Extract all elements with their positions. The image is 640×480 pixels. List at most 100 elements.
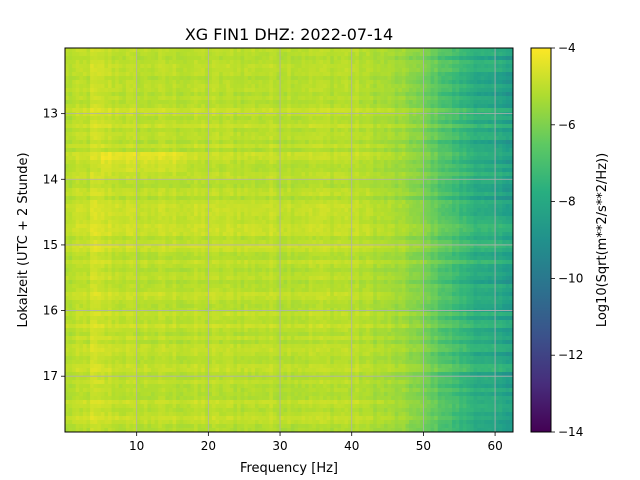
heatmap-cell (287, 188, 292, 193)
heatmap-cell (97, 76, 102, 81)
heatmap-cell (172, 144, 177, 149)
heatmap-cell (97, 160, 102, 165)
heatmap-cell (495, 200, 500, 205)
heatmap-cell (280, 72, 285, 77)
heatmap-cell (308, 108, 313, 113)
heatmap-cell (82, 204, 88, 209)
heatmap-cell (326, 72, 331, 77)
heatmap-cell (430, 176, 435, 181)
heatmap-cell (158, 156, 163, 161)
heatmap-cell (491, 160, 496, 165)
heatmap-cell (79, 160, 84, 165)
heatmap-cell (125, 64, 131, 69)
heatmap-cell (129, 184, 134, 189)
heatmap-cell (125, 60, 131, 65)
heatmap-cell (93, 80, 98, 85)
heatmap-cell (290, 68, 295, 73)
heatmap-cell (208, 60, 213, 65)
heatmap-cell (222, 184, 227, 189)
heatmap-cell (165, 100, 170, 105)
heatmap-cell (297, 180, 303, 185)
heatmap-cell (401, 196, 407, 201)
heatmap-cell (179, 144, 184, 149)
heatmap-cell (100, 136, 106, 141)
heatmap-cell (72, 60, 77, 65)
heatmap-cell (283, 76, 288, 81)
heatmap-cell (93, 76, 98, 81)
heatmap-cell (222, 72, 227, 77)
heatmap-cell (72, 104, 77, 109)
heatmap-cell (434, 48, 439, 53)
heatmap-cell (394, 104, 399, 109)
heatmap-cell (462, 124, 467, 129)
heatmap-cell (154, 196, 159, 201)
heatmap-cell (391, 68, 396, 73)
heatmap-cell (333, 128, 338, 133)
heatmap-cell (154, 180, 159, 185)
heatmap-cell (344, 156, 349, 161)
heatmap-cell (452, 56, 457, 61)
heatmap-cell (333, 132, 338, 137)
heatmap-cell (430, 88, 435, 93)
heatmap-cell (186, 172, 192, 177)
heatmap-cell (229, 84, 235, 89)
heatmap-cell (276, 88, 281, 93)
heatmap-cell (330, 176, 335, 181)
heatmap-cell (165, 148, 170, 153)
heatmap-cell (179, 128, 184, 133)
heatmap-cell (441, 136, 446, 141)
heatmap-cell (215, 184, 220, 189)
heatmap-cell (369, 48, 374, 53)
heatmap-cell (462, 180, 467, 185)
heatmap-cell (330, 108, 335, 113)
heatmap-cell (330, 48, 335, 53)
heatmap-cell (158, 140, 163, 145)
heatmap-cell (265, 112, 270, 117)
heatmap-cell (301, 92, 306, 97)
heatmap-cell (448, 52, 453, 57)
heatmap-cell (333, 176, 338, 181)
heatmap-cell (452, 80, 457, 85)
heatmap-cell (129, 108, 134, 113)
heatmap-cell (79, 48, 84, 53)
heatmap-cell (172, 128, 177, 133)
heatmap-cell (172, 92, 177, 97)
heatmap-cell (219, 84, 224, 89)
heatmap-cell (448, 80, 453, 85)
heatmap-cell (401, 136, 407, 141)
heatmap-cell (204, 124, 209, 129)
heatmap-cell (247, 160, 252, 165)
heatmap-cell (337, 116, 342, 121)
heatmap-cell (115, 128, 120, 133)
heatmap-cell (466, 164, 471, 169)
heatmap-cell (237, 84, 242, 89)
heatmap-cell (226, 196, 231, 201)
heatmap-cell (480, 180, 485, 185)
heatmap-cell (351, 100, 356, 105)
heatmap-cell (68, 148, 73, 153)
heatmap-cell (108, 96, 113, 101)
heatmap-cell (79, 176, 84, 181)
heatmap-cell (219, 60, 224, 65)
heatmap-cell (237, 80, 242, 85)
heatmap-cell (125, 108, 131, 113)
heatmap-cell (480, 152, 485, 157)
heatmap-cell (97, 72, 102, 77)
heatmap-cell (283, 156, 288, 161)
heatmap-cell (75, 160, 80, 165)
heatmap-cell (491, 124, 496, 129)
heatmap-cell (430, 172, 435, 177)
heatmap-cell (75, 116, 80, 121)
heatmap-cell (143, 100, 149, 105)
heatmap-cell (455, 156, 460, 161)
heatmap-cell (154, 136, 159, 141)
heatmap-cell (466, 60, 471, 65)
heatmap-cell (151, 68, 156, 73)
heatmap-cell (305, 192, 310, 197)
heatmap-cell (423, 128, 428, 133)
heatmap-cell (276, 184, 281, 189)
heatmap-cell (201, 68, 206, 73)
heatmap-cell (462, 172, 467, 177)
heatmap-cell (183, 184, 188, 189)
heatmap-cell (226, 172, 231, 177)
